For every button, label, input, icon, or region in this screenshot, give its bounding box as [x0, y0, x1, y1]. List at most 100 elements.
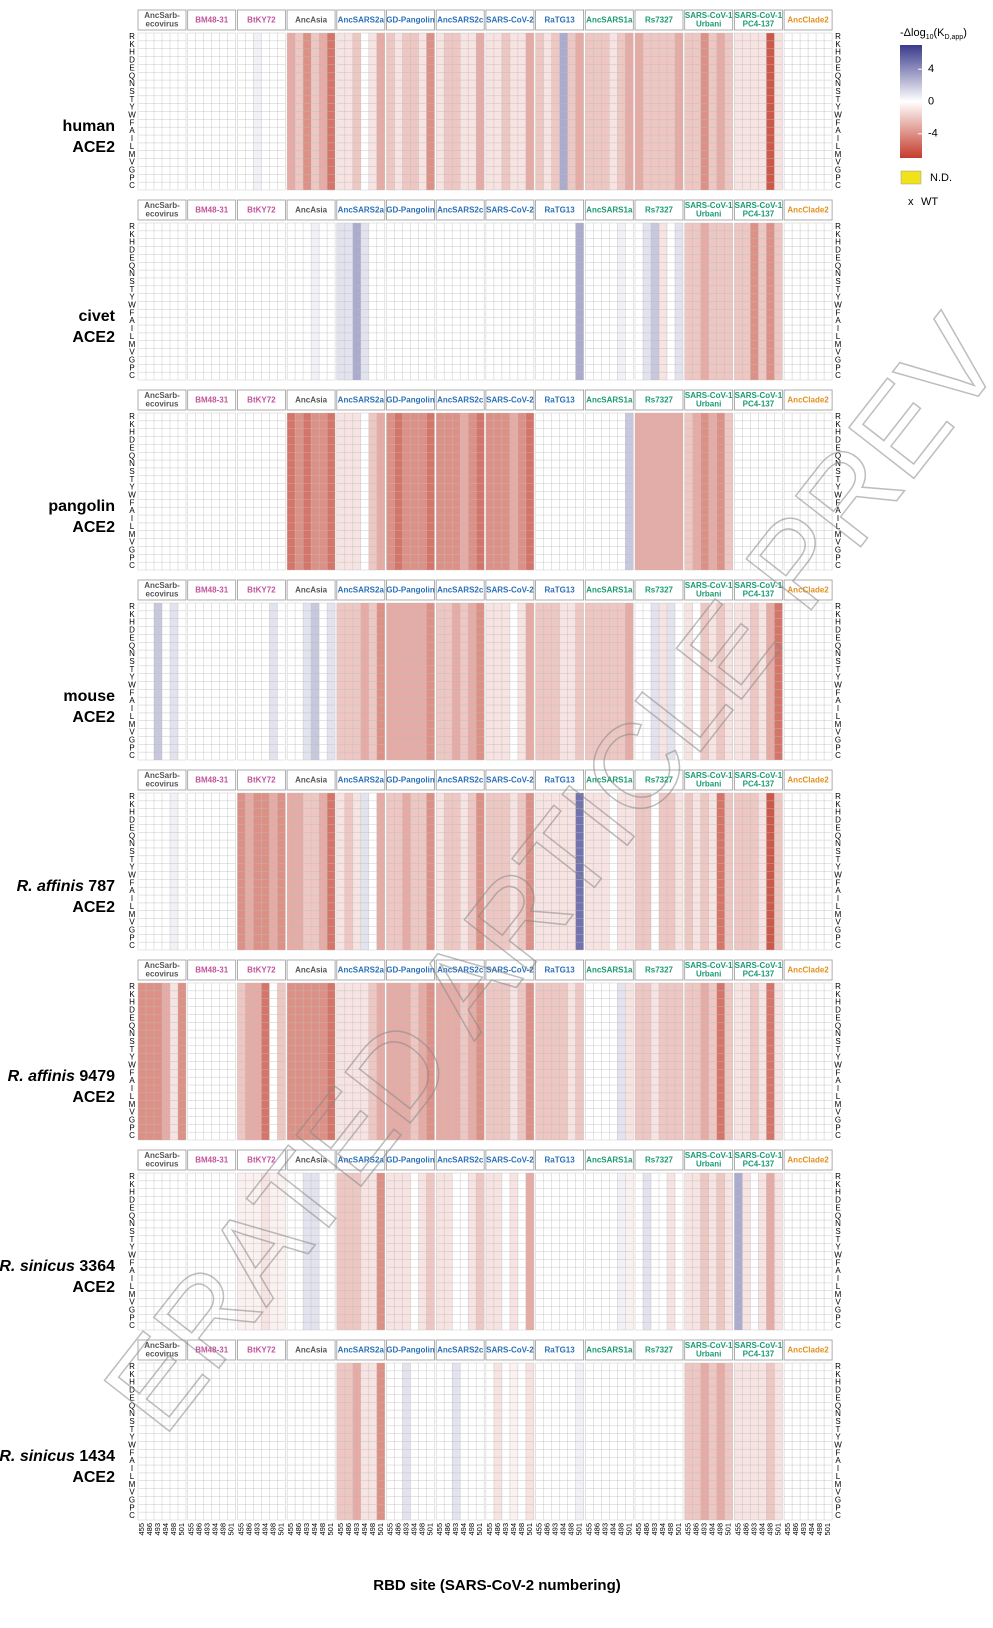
panel-title: GD-Pangolin	[386, 1156, 435, 1165]
panel-header	[783, 1339, 833, 1361]
panel-title: SARS-CoV-1	[735, 391, 783, 400]
aa-label: V	[835, 1488, 841, 1497]
site-label: 455	[137, 1523, 146, 1536]
aa-label: L	[130, 712, 135, 721]
aa-label: D	[835, 626, 841, 635]
aa-label: E	[835, 1013, 840, 1022]
site-label: 486	[294, 1523, 303, 1536]
site-label: 498	[567, 1523, 576, 1536]
site-label: 455	[584, 1523, 593, 1536]
site-label: 501	[326, 1523, 335, 1536]
panel-header	[783, 959, 833, 981]
aa-label: T	[836, 1425, 841, 1434]
aa-label: H	[129, 808, 135, 817]
site-label: 493	[153, 1523, 162, 1536]
panel-header	[584, 579, 634, 601]
panel-header	[535, 769, 584, 791]
aa-label: E	[129, 633, 134, 642]
panel-title: ecovirus	[146, 970, 179, 979]
aa-label: R	[129, 412, 135, 421]
aa-label: R	[835, 1172, 841, 1181]
panel-header	[684, 959, 734, 981]
aa-label: T	[130, 1425, 135, 1434]
aa-label: L	[836, 522, 841, 531]
aa-label: T	[836, 285, 841, 294]
aa-label: L	[836, 142, 841, 151]
panel-title: Rs7327	[645, 966, 674, 975]
panel-title: RaTG13	[544, 206, 575, 215]
panel-title: ecovirus	[146, 590, 179, 599]
aa-label: P	[129, 743, 134, 752]
aa-label: C	[835, 1511, 841, 1520]
panel-header	[137, 1339, 187, 1361]
aa-label: K	[835, 1370, 841, 1379]
site-label: 486	[592, 1523, 601, 1536]
panel-title: Rs7327	[645, 776, 674, 785]
panel-header	[386, 9, 435, 31]
aa-label: A	[835, 506, 841, 515]
aa-label: E	[835, 63, 840, 72]
panel-header	[286, 199, 336, 221]
aa-label: N	[129, 269, 135, 278]
panel-header	[734, 1149, 783, 1171]
aa-label: Y	[835, 863, 841, 872]
aa-label: W	[128, 1061, 136, 1070]
site-label: 455	[435, 1523, 444, 1536]
site-label: 493	[749, 1523, 758, 1536]
species-label-name: 3364	[75, 1258, 115, 1275]
aa-label: L	[130, 522, 135, 531]
aa-label: M	[835, 910, 842, 919]
panel-title: RaTG13	[544, 16, 575, 25]
panel-title: Rs7327	[645, 206, 674, 215]
panel-title: RaTG13	[544, 396, 575, 405]
aa-label: S	[129, 1417, 134, 1426]
colorbar	[900, 45, 922, 158]
panel-title: GD-Pangolin	[386, 206, 435, 215]
aa-label: A	[129, 1456, 135, 1465]
aa-label: F	[836, 308, 841, 317]
panel-header	[137, 959, 187, 981]
panel-title: SARS-CoV-1	[685, 1151, 733, 1160]
panel-header	[137, 579, 187, 601]
aa-label: K	[129, 230, 135, 239]
aa-label: H	[835, 1378, 841, 1387]
panel-header	[187, 9, 237, 31]
aa-label: P	[835, 933, 840, 942]
panel-title: AncSarb-	[144, 11, 180, 20]
aa-label: A	[835, 126, 841, 135]
panel-header	[584, 959, 634, 981]
panel-header	[386, 389, 435, 411]
panel-header	[336, 9, 386, 31]
panel-title: BtKY72	[247, 206, 276, 215]
aa-label: Y	[835, 673, 841, 682]
panel-title: SARS-CoV-1	[735, 201, 783, 210]
aa-label: G	[835, 925, 841, 934]
panel-header	[535, 959, 584, 981]
site-label: 498	[368, 1523, 377, 1536]
panel-header	[286, 1339, 336, 1361]
panel-title: BtKY72	[247, 776, 276, 785]
aa-label: M	[129, 1100, 136, 1109]
panel-title: AncSarb-	[144, 391, 180, 400]
panel-title: SARS-CoV-1	[685, 581, 733, 590]
receptor-label: ACE2	[72, 899, 115, 916]
panel-header	[485, 199, 535, 221]
aa-label: I	[837, 704, 839, 713]
panel-title: AncAsia	[295, 396, 328, 405]
aa-label: P	[835, 553, 840, 562]
panel-title: GD-Pangolin	[386, 776, 435, 785]
aa-label: L	[130, 1472, 135, 1481]
aa-label: I	[837, 514, 839, 523]
panel-title: BM48-31	[195, 776, 228, 785]
panel-header	[684, 579, 734, 601]
species-label-name: 787	[84, 878, 115, 895]
site-label: 486	[244, 1523, 253, 1536]
wt-label: WT	[921, 196, 938, 208]
aa-label: D	[129, 626, 135, 635]
aa-label: W	[834, 1061, 842, 1070]
species-label: pangolin	[48, 498, 115, 515]
aa-label: E	[129, 1203, 134, 1212]
panel-title: BtKY72	[247, 586, 276, 595]
panel-title: Rs7327	[645, 16, 674, 25]
panel-header	[734, 579, 783, 601]
